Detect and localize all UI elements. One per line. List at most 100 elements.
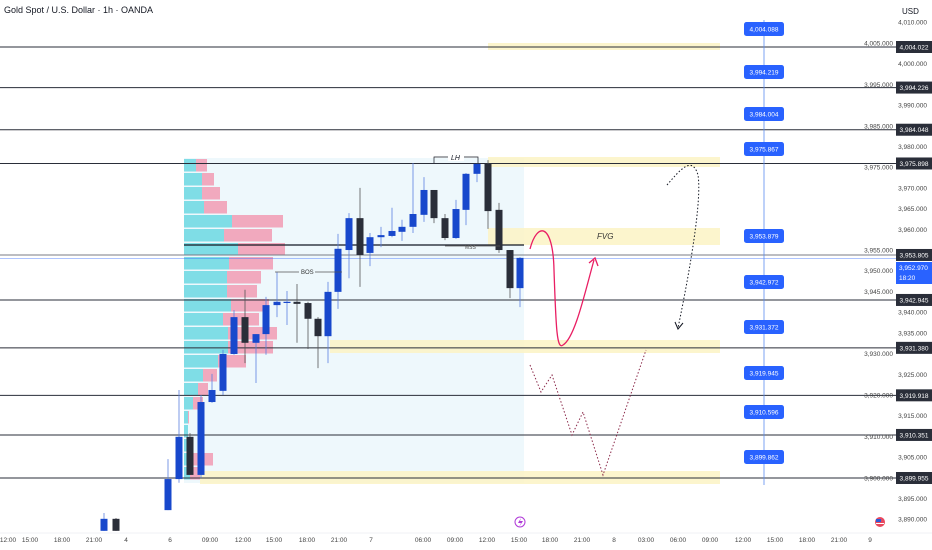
arrow-head-icon <box>674 321 684 330</box>
supply-demand-zone <box>488 157 720 167</box>
volume-profile-sell-bar <box>228 341 273 354</box>
level-price-tag <box>896 341 932 354</box>
level-price-text: 3,942.945 <box>900 297 929 304</box>
y-tick-label: 3,900.000 <box>864 475 893 482</box>
target-price-label <box>744 107 784 121</box>
candle-body <box>495 209 503 251</box>
candle-body <box>366 237 374 253</box>
volume-profile-buy-bar <box>184 313 223 326</box>
level-price-tag <box>896 81 932 94</box>
target-price-label <box>744 450 784 464</box>
volume-profile-sell-bar <box>224 229 272 242</box>
candle-body <box>273 301 281 306</box>
volume-profile-sell-bar <box>229 257 273 270</box>
x-tick-label: 21:00 <box>574 537 591 544</box>
level-price-tag <box>896 157 932 170</box>
x-tick-label: 09:00 <box>702 537 719 544</box>
volume-profile-buy-bar <box>184 439 188 452</box>
x-tick-label: 8 <box>612 537 616 544</box>
volume-profile-buy-bar <box>184 411 188 424</box>
x-tick-label: 9 <box>868 537 872 544</box>
volume-profile-buy-bar <box>184 201 204 214</box>
target-price-label <box>744 22 784 36</box>
volume-profile-buy-bar <box>184 257 229 270</box>
candle-body <box>430 189 438 219</box>
bos-label-bg <box>299 267 315 276</box>
y-tick-label: 3,950.000 <box>864 268 893 275</box>
volume-profile-buy-bar <box>184 355 218 368</box>
y-tick-label: 4,010.000 <box>898 20 927 27</box>
countdown-text: 18:20 <box>899 275 916 282</box>
candle-body <box>252 334 260 343</box>
lightning-glyph <box>518 518 523 527</box>
projection-path-dotted-red <box>529 349 647 477</box>
candle-body <box>334 248 342 292</box>
candle-body <box>219 353 227 391</box>
x-tick-label: 09:00 <box>202 537 219 544</box>
volume-profile-buy-bar <box>184 285 227 298</box>
level-price-text: 3,994.226 <box>900 85 929 92</box>
level-price-text: 3,953.805 <box>900 252 929 259</box>
us-flag-canton <box>876 519 881 522</box>
target-price-label <box>744 142 784 156</box>
candle-body <box>441 218 449 239</box>
candle-body <box>452 209 460 239</box>
volume-profile-sell-bar <box>232 215 283 228</box>
lh-label-bg <box>448 153 464 161</box>
target-price-label <box>744 275 784 289</box>
volume-profile-buy-bar <box>184 327 228 340</box>
currency-label: USD <box>902 7 919 16</box>
x-tick-label: 15:00 <box>22 537 39 544</box>
target-price-text: 3,942.972 <box>750 280 779 287</box>
x-tick-label: 4 <box>124 537 128 544</box>
level-price-text: 3,975.898 <box>900 161 929 168</box>
x-tick-label: 18:00 <box>299 537 316 544</box>
volume-profile-buy-bar <box>184 341 228 354</box>
current-price-tag <box>896 262 932 284</box>
candle-body <box>262 305 270 335</box>
volume-profile-sell-bar <box>238 243 285 256</box>
candle-body <box>398 226 406 232</box>
level-price-text: 3,910.351 <box>900 432 929 439</box>
x-tick-label: 12:00 <box>235 537 252 544</box>
y-tick-label: 3,995.000 <box>864 82 893 89</box>
candle-body <box>283 301 291 303</box>
level-price-text: 4,004.022 <box>900 45 929 52</box>
projection-path-dotted-black <box>666 164 700 329</box>
bos-label: BOS <box>301 270 314 276</box>
candle-body <box>473 163 481 174</box>
x-tick-label: 12:00 <box>0 537 17 544</box>
target-price-label <box>744 65 784 79</box>
candle-body <box>377 235 385 238</box>
target-price-text: 3,931.372 <box>750 325 779 332</box>
volume-profile-sell-bar <box>188 411 189 424</box>
volume-profile-sell-bar <box>202 173 214 186</box>
y-tick-label: 3,965.000 <box>898 206 927 213</box>
y-tick-label: 3,975.000 <box>864 165 893 172</box>
x-tick-label: 06:00 <box>415 537 432 544</box>
y-tick-label: 3,890.000 <box>898 517 927 524</box>
target-price-label <box>744 366 784 380</box>
volume-profile-sell-bar <box>202 187 220 200</box>
candle-body <box>293 301 301 304</box>
volume-profile-buy-bar <box>184 271 227 284</box>
volume-profile-sell-bar <box>223 313 259 326</box>
supply-demand-zone <box>330 340 720 353</box>
volume-profile-buy-bar <box>184 397 193 410</box>
arrow-head-icon <box>588 256 599 267</box>
candle-body <box>506 250 514 289</box>
volume-profile-sell-bar <box>198 383 208 396</box>
level-price-tag <box>896 389 932 402</box>
projection-path-red <box>529 230 595 347</box>
volume-profile-buy-bar <box>184 243 238 256</box>
candle-body <box>100 518 108 531</box>
candle-body <box>175 436 183 480</box>
candle-body <box>164 479 172 511</box>
x-tick-label: 15:00 <box>511 537 528 544</box>
x-tick-label: 12:00 <box>735 537 752 544</box>
target-price-text: 3,953.879 <box>750 234 779 241</box>
us-flag-stripe <box>876 523 884 524</box>
level-price-tag <box>896 428 932 441</box>
volume-profile-buy-bar <box>184 383 198 396</box>
